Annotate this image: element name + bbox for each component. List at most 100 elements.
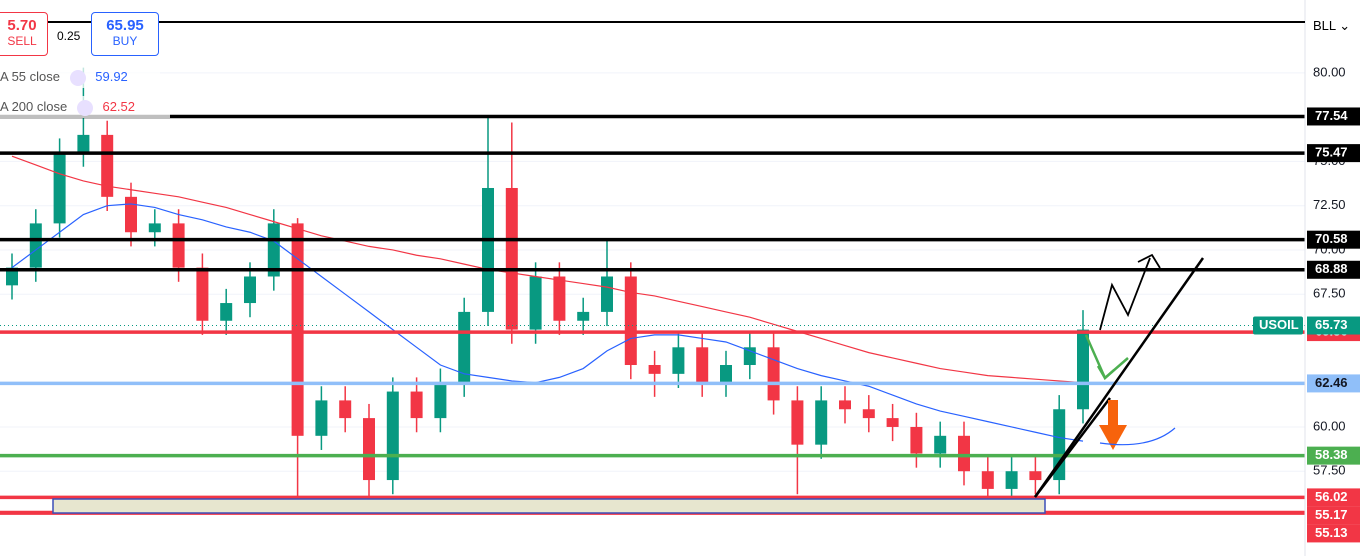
candle-body — [791, 400, 804, 445]
candle-body — [148, 223, 161, 233]
indicator-icon[interactable] — [76, 99, 93, 116]
candle-body — [1077, 329, 1089, 410]
symbol-dropdown[interactable]: BLL ⌄ — [1307, 14, 1365, 38]
candle-body — [1029, 471, 1042, 481]
y-tick-label: 72.50 — [1313, 197, 1346, 212]
candle-body — [862, 409, 875, 419]
indicator-label: A 55 close — [0, 69, 60, 84]
level-label: 58.38 — [1315, 447, 1348, 462]
level-label-box — [1307, 374, 1360, 393]
indicator-row: A 55 close 59.92 — [0, 66, 160, 88]
candle-body — [815, 400, 828, 445]
candle-body — [315, 400, 328, 436]
symbol-label-box — [1253, 316, 1303, 335]
sell-price: 5.70 — [7, 17, 37, 34]
candle-body — [1005, 471, 1018, 489]
candle-body — [482, 187, 494, 312]
candle-body — [529, 276, 542, 330]
candle-body — [648, 365, 661, 374]
candle-body — [6, 267, 18, 286]
level-label: 55.13 — [1315, 525, 1348, 540]
level-label-box — [1307, 144, 1360, 163]
candle-body — [743, 347, 756, 366]
buy-price: 65.95 — [106, 17, 144, 34]
level-label-box — [1307, 230, 1360, 249]
candle-body — [196, 267, 209, 321]
y-tick-label: 57.50 — [1313, 463, 1346, 478]
level-label: 70.58 — [1315, 231, 1348, 246]
trend-line — [1034, 397, 1111, 498]
candle-body — [267, 223, 280, 277]
candle-body — [601, 276, 613, 312]
candle-body — [434, 382, 447, 419]
trend-line — [1033, 257, 1205, 498]
candle-body — [981, 471, 994, 489]
sell-button[interactable]: 5.70 SELL — [0, 12, 48, 56]
level-label-box — [1307, 488, 1360, 507]
orange-arrow — [1099, 400, 1127, 450]
level-label-box — [1307, 524, 1360, 543]
candle-body — [672, 347, 685, 374]
candle-body — [553, 276, 566, 321]
indicator-value: 62.52 — [102, 99, 136, 114]
projection-path — [1099, 257, 1151, 331]
level-label: 62.46 — [1315, 375, 1348, 390]
spread: 0.25 — [57, 29, 81, 43]
candle-body — [958, 435, 970, 472]
candle-body — [363, 418, 375, 481]
symbol-label: USOIL — [1259, 317, 1299, 332]
candle-body — [339, 400, 352, 419]
level-label: 75.47 — [1315, 145, 1348, 160]
level-label: 77.54 — [1315, 108, 1348, 123]
candle-body — [910, 426, 923, 454]
candle-body — [934, 435, 947, 454]
candle-body — [505, 187, 518, 330]
candle-body — [767, 347, 780, 401]
indicator-label: A 200 close — [0, 99, 68, 114]
arrow-head — [1137, 253, 1161, 269]
level-label-box — [1307, 260, 1360, 279]
sell-label: SELL — [7, 34, 37, 48]
candle-body — [220, 303, 233, 321]
candle-body — [125, 196, 137, 233]
candle-body — [624, 276, 637, 366]
y-tick-label: 60.00 — [1313, 418, 1346, 433]
symbol-menu: BLL — [1313, 18, 1336, 33]
ma-projection — [1099, 427, 1176, 446]
candle-body — [839, 400, 851, 410]
moving-average — [11, 155, 1084, 384]
last-price-box — [1307, 316, 1360, 335]
candle-body — [53, 152, 66, 224]
range-box — [52, 498, 1046, 514]
candle-body — [77, 134, 90, 153]
candle-body — [720, 365, 732, 383]
y-tick-label: 80.00 — [1313, 64, 1346, 79]
candle-body — [101, 134, 114, 197]
buy-label: BUY — [112, 34, 138, 48]
buy-button[interactable]: 65.95 BUY — [91, 12, 159, 56]
level-label-box — [1307, 107, 1360, 126]
candle-body — [244, 276, 256, 304]
indicator-row: A 200 close 62.52 — [0, 96, 170, 118]
candle-body — [886, 418, 899, 427]
candle-body — [386, 391, 399, 481]
moving-average — [11, 203, 1084, 442]
level-label-box — [1307, 506, 1360, 525]
level-label: 56.02 — [1315, 489, 1348, 504]
level-label-box — [1307, 446, 1360, 465]
candle-body — [410, 391, 423, 419]
last-price-label: 65.73 — [1315, 317, 1348, 332]
arrow-head — [1096, 365, 1115, 380]
indicator-icon[interactable] — [69, 69, 86, 86]
candle-body — [172, 223, 185, 268]
candle-body — [29, 223, 42, 268]
candle-body — [577, 311, 590, 321]
candle-body — [696, 347, 709, 383]
level-label: 55.17 — [1315, 507, 1348, 522]
indicator-value: 59.92 — [95, 69, 128, 84]
candle-body — [458, 311, 471, 383]
y-tick-label: 67.50 — [1313, 286, 1346, 301]
level-label: 68.88 — [1315, 261, 1348, 276]
